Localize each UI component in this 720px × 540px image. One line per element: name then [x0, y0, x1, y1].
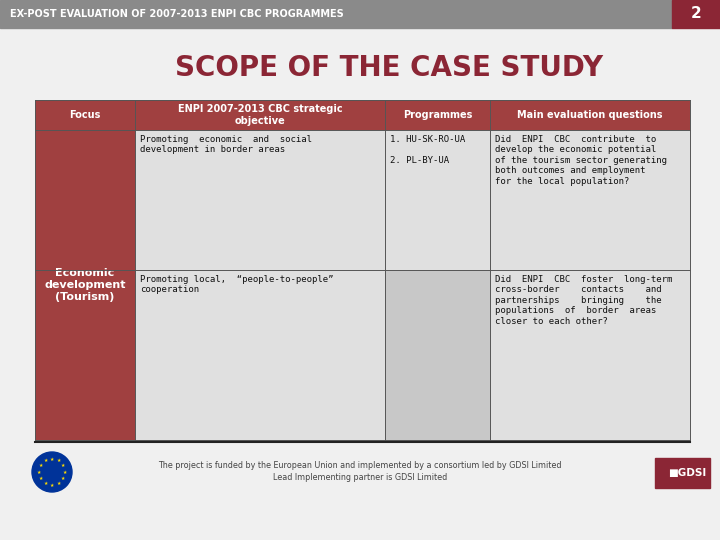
- Text: Promoting local,  “people-to-people”
cooperation: Promoting local, “people-to-people” coop…: [140, 275, 333, 294]
- Text: The project is funded by the European Union and implemented by a consortium led : The project is funded by the European Un…: [158, 461, 562, 469]
- Bar: [490, 100, 690, 130]
- Text: ENPI 2007-2013 CBC strategic
objective: ENPI 2007-2013 CBC strategic objective: [178, 104, 342, 126]
- Text: ★: ★: [50, 483, 54, 488]
- Bar: [672, 0, 720, 28]
- Bar: [0, 0, 672, 28]
- Bar: [385, 100, 490, 130]
- Text: Did  ENPI  CBC  foster  long-term
cross-border    contacts    and
partnerships  : Did ENPI CBC foster long-term cross-bord…: [495, 275, 672, 326]
- Bar: [35, 130, 135, 440]
- Text: 2: 2: [690, 6, 701, 22]
- Circle shape: [32, 452, 72, 492]
- Text: Economic
development
(Tourism): Economic development (Tourism): [44, 268, 126, 302]
- Bar: [35, 100, 135, 130]
- Bar: [385, 130, 490, 270]
- Text: ★: ★: [43, 481, 48, 486]
- Text: Promoting  economic  and  social
development in border areas: Promoting economic and social developmen…: [140, 135, 312, 154]
- Text: ■GDSI: ■GDSI: [668, 468, 706, 478]
- Text: ★: ★: [50, 456, 54, 462]
- Text: ★: ★: [61, 476, 66, 481]
- Bar: [490, 130, 690, 270]
- Text: Programmes: Programmes: [402, 110, 472, 120]
- Text: Main evaluation questions: Main evaluation questions: [517, 110, 662, 120]
- Text: ★: ★: [43, 458, 48, 463]
- Text: ★: ★: [37, 469, 41, 475]
- Bar: [655, 458, 710, 488]
- Bar: [135, 270, 385, 440]
- Text: Lead Implementing partner is GDSI Limited: Lead Implementing partner is GDSI Limite…: [273, 472, 447, 482]
- Bar: [385, 270, 490, 440]
- Text: 1. HU-SK-RO-UA

2. PL-BY-UA: 1. HU-SK-RO-UA 2. PL-BY-UA: [390, 135, 465, 165]
- Text: ★: ★: [63, 469, 67, 475]
- Text: ★: ★: [56, 458, 60, 463]
- Text: ★: ★: [56, 481, 60, 486]
- Bar: [135, 100, 385, 130]
- Text: ★: ★: [39, 463, 43, 468]
- Text: SCOPE OF THE CASE STUDY: SCOPE OF THE CASE STUDY: [175, 54, 603, 82]
- Text: ★: ★: [61, 463, 66, 468]
- Text: ★: ★: [39, 476, 43, 481]
- Bar: [490, 270, 690, 440]
- Text: Did  ENPI  CBC  contribute  to
develop the economic potential
of the tourism sec: Did ENPI CBC contribute to develop the e…: [495, 135, 667, 186]
- Bar: [135, 130, 385, 270]
- Text: Focus: Focus: [69, 110, 101, 120]
- Text: EX-POST EVALUATION OF 2007-2013 ENPI CBC PROGRAMMES: EX-POST EVALUATION OF 2007-2013 ENPI CBC…: [10, 9, 343, 19]
